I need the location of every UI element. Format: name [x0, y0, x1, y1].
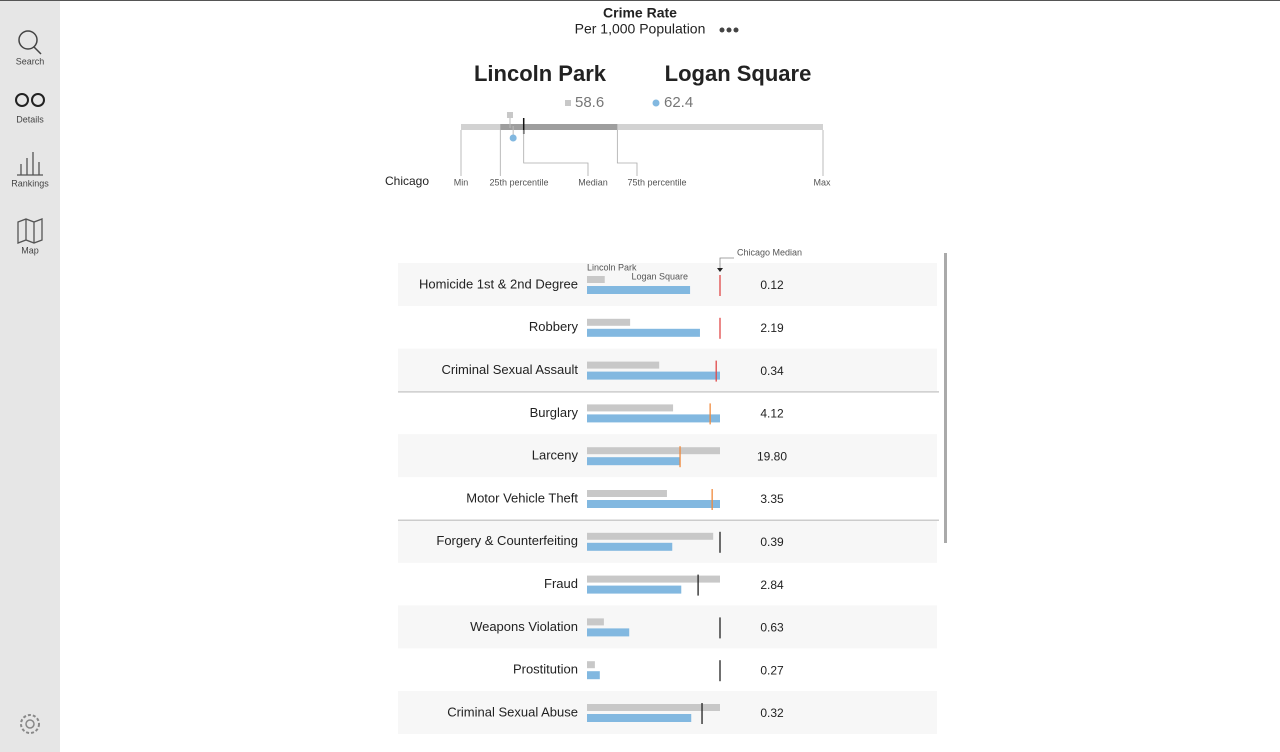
row-background — [398, 348, 937, 392]
nav-label: Rankings — [11, 178, 49, 188]
median-value: 0.12 — [760, 278, 784, 292]
row-background — [398, 263, 937, 306]
quantile-label: Min — [454, 177, 469, 187]
bar-logan-square — [587, 714, 692, 722]
row-background — [398, 605, 937, 649]
crime-label: Fraud — [544, 576, 578, 591]
median-value: 2.19 — [760, 321, 784, 335]
bar-logan-square — [587, 328, 700, 337]
settings-icon — [25, 719, 35, 729]
nav-label: Details — [16, 114, 44, 124]
bar-logan-square — [587, 542, 673, 551]
crime-label: Motor Vehicle Theft — [466, 490, 578, 505]
scrollbar[interactable] — [944, 253, 947, 543]
bar-lincoln-park — [587, 661, 595, 669]
settings-icon — [20, 714, 40, 734]
leader-line — [616, 130, 638, 176]
median-value: 0.34 — [760, 364, 784, 378]
bar-lincoln-park — [587, 276, 605, 283]
place-name: Logan Square — [665, 61, 812, 86]
bar-logan-square — [587, 414, 720, 423]
row-background — [398, 519, 937, 563]
reference-label: Chicago — [385, 174, 429, 188]
dot — [719, 27, 725, 33]
bar-logan-square — [587, 628, 630, 637]
search-icon — [33, 46, 42, 55]
settings[interactable] — [20, 714, 40, 734]
subtitle: Per 1,000 Population — [575, 21, 706, 37]
median-value: 0.63 — [760, 621, 784, 635]
nav-rankings[interactable]: Rankings — [11, 152, 49, 188]
bar-logan-square — [587, 585, 682, 594]
bar-lincoln-park — [587, 318, 631, 326]
bar-lincoln-park — [587, 361, 660, 369]
crime-label: Criminal Sexual Abuse — [447, 704, 578, 719]
details-icon — [31, 93, 45, 107]
title: Crime Rate — [603, 5, 677, 21]
map-icon — [17, 218, 43, 244]
range-bar — [461, 124, 823, 130]
bar-logan-square — [587, 286, 691, 294]
dot — [733, 27, 739, 33]
median-value: 3.35 — [760, 492, 784, 506]
bar-legend: Logan Square — [632, 271, 689, 281]
nav-label: Map — [21, 245, 39, 255]
median-value: 0.39 — [760, 535, 784, 549]
dot — [726, 27, 732, 33]
row-background — [398, 691, 937, 734]
iqr-bar — [500, 124, 618, 130]
place-value: 58.6 — [575, 94, 604, 111]
rankings-icon — [17, 152, 43, 176]
bar-lincoln-park — [587, 618, 604, 626]
crime-label: Robbery — [529, 319, 579, 334]
bar-logan-square — [587, 500, 720, 508]
bar-legend: Lincoln Park — [587, 262, 637, 272]
place-marker — [506, 112, 513, 118]
search-icon — [18, 30, 38, 50]
sidebar — [0, 1, 60, 752]
bar-lincoln-park — [587, 704, 720, 711]
bar-logan-square — [587, 457, 680, 466]
leader-line — [523, 130, 589, 176]
more-button[interactable] — [719, 27, 739, 33]
place-marker — [509, 134, 517, 142]
crime-label: Homicide 1st & 2nd Degree — [419, 276, 578, 291]
bar-lincoln-park — [587, 490, 667, 497]
bar-logan-square — [587, 671, 600, 680]
row-background — [398, 434, 937, 478]
nav-search[interactable]: Search — [16, 30, 45, 66]
bar-lincoln-park — [587, 532, 714, 540]
crime-label: Prostitution — [513, 662, 578, 677]
median-value: 19.80 — [757, 449, 787, 463]
median-callout-label: Chicago Median — [737, 247, 802, 257]
place-value: 62.4 — [664, 94, 693, 111]
bar-lincoln-park — [587, 575, 720, 583]
crime-label: Larceny — [532, 448, 579, 463]
crime-label: Criminal Sexual Assault — [441, 362, 578, 377]
median-arrow — [717, 268, 723, 272]
crime-label: Forgery & Counterfeiting — [436, 533, 578, 548]
nav-label: Search — [16, 56, 45, 66]
crime-label: Weapons Violation — [470, 619, 578, 634]
legend-swatch — [565, 100, 571, 106]
median-value: 0.27 — [760, 663, 784, 677]
median-value: 2.84 — [760, 578, 784, 592]
bar-lincoln-park — [587, 447, 720, 455]
nav-details[interactable]: Details — [15, 93, 45, 124]
quantile-label: Median — [578, 177, 608, 187]
median-callout — [719, 257, 734, 270]
bar-lincoln-park — [587, 404, 674, 412]
legend-swatch — [652, 99, 660, 107]
details-icon — [15, 93, 29, 107]
nav-map[interactable]: Map — [17, 218, 43, 255]
median-value: 0.32 — [760, 706, 784, 720]
bar-logan-square — [587, 371, 720, 380]
median-value: 4.12 — [760, 407, 784, 421]
quantile-label: 75th percentile — [627, 177, 686, 187]
quantile-label: 25th percentile — [489, 177, 548, 187]
place-name: Lincoln Park — [474, 61, 607, 86]
quantile-label: Max — [813, 177, 831, 187]
crime-label: Burglary — [530, 405, 579, 420]
